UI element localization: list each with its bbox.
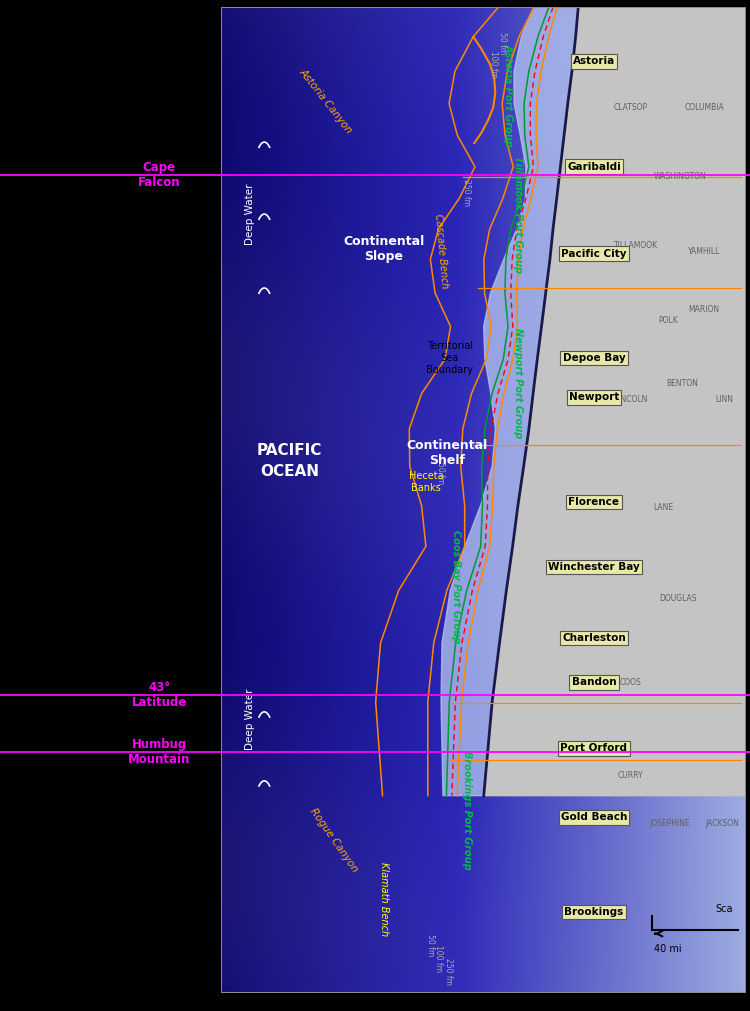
Text: Newport Port Group: Newport Port Group <box>513 329 523 439</box>
Text: Garibaldi: Garibaldi <box>567 162 621 172</box>
Polygon shape <box>484 7 746 796</box>
Text: Humbug
Mountain: Humbug Mountain <box>128 738 190 766</box>
Text: Gold Beach: Gold Beach <box>561 813 627 822</box>
Text: Continental
Slope: Continental Slope <box>344 235 424 263</box>
Text: WASHINGTON: WASHINGTON <box>654 172 707 181</box>
Text: 40 mi: 40 mi <box>654 943 682 953</box>
Text: Heceta
Banks: Heceta Banks <box>409 471 443 493</box>
Text: Tillamook Port Group: Tillamook Port Group <box>513 156 523 273</box>
Text: Deep Water: Deep Water <box>245 183 255 245</box>
Text: COOS: COOS <box>620 677 641 686</box>
Text: Cascade Bench: Cascade Bench <box>433 213 450 289</box>
Text: Winchester Bay: Winchester Bay <box>548 562 640 572</box>
Text: 100 fm: 100 fm <box>489 51 498 78</box>
Text: Newport: Newport <box>568 392 620 402</box>
Text: 250 fm: 250 fm <box>463 179 472 206</box>
Text: Klamath Bench: Klamath Bench <box>379 862 389 936</box>
Text: 50 fm: 50 fm <box>426 934 435 956</box>
Text: Astoria: Astoria <box>573 57 615 67</box>
Text: Sca: Sca <box>716 904 733 914</box>
Text: Continental
Shelf: Continental Shelf <box>406 439 488 467</box>
Text: Territorial
Sea
Boundary: Territorial Sea Boundary <box>426 342 473 375</box>
Text: PACIFIC
OCEAN: PACIFIC OCEAN <box>256 443 322 478</box>
Text: YAMHILL: YAMHILL <box>688 247 721 256</box>
Text: Brookings: Brookings <box>564 907 623 917</box>
Text: 50 fm: 50 fm <box>497 32 506 55</box>
Text: 250 fm: 250 fm <box>443 957 452 985</box>
Text: POLK: POLK <box>658 316 679 326</box>
Text: Charleston: Charleston <box>562 633 626 643</box>
Text: Rogue Canyon: Rogue Canyon <box>308 806 360 874</box>
Text: BENTON: BENTON <box>666 379 698 388</box>
Text: JOSEPHINE: JOSEPHINE <box>650 819 691 828</box>
Text: Astoria Canyon: Astoria Canyon <box>298 67 355 135</box>
Text: LINN: LINN <box>716 395 734 404</box>
Text: Florence: Florence <box>568 497 620 507</box>
Polygon shape <box>441 7 578 796</box>
Text: TILLAMOOK: TILLAMOOK <box>614 241 658 250</box>
Text: 43°
Latitude: 43° Latitude <box>131 681 187 709</box>
Text: MARION: MARION <box>688 305 720 314</box>
Text: DOUGLAS: DOUGLAS <box>659 594 697 603</box>
Text: CLATSOP: CLATSOP <box>614 103 648 112</box>
Text: COLUMBIA: COLUMBIA <box>684 103 724 112</box>
Text: Cape
Falcon: Cape Falcon <box>138 161 181 189</box>
Text: Deep Water: Deep Water <box>245 688 255 749</box>
Text: CURRY: CURRY <box>618 771 644 780</box>
Text: 100 fm: 100 fm <box>434 945 443 972</box>
Text: LANE: LANE <box>653 503 674 513</box>
Text: Brookings Port Group: Brookings Port Group <box>462 751 472 869</box>
Text: Pacific City: Pacific City <box>561 249 627 259</box>
Text: Coos Bay Port Group: Coos Bay Port Group <box>452 530 461 643</box>
Text: JACKSON: JACKSON <box>706 819 740 828</box>
Text: LINCOLN: LINCOLN <box>614 395 647 404</box>
Text: 50 fm: 50 fm <box>436 462 445 484</box>
Text: Bandon: Bandon <box>572 677 616 687</box>
Text: Depoe Bay: Depoe Bay <box>562 353 626 363</box>
Text: Astoria Port Group: Astoria Port Group <box>503 44 514 148</box>
Text: Port Orford: Port Orford <box>560 743 628 753</box>
